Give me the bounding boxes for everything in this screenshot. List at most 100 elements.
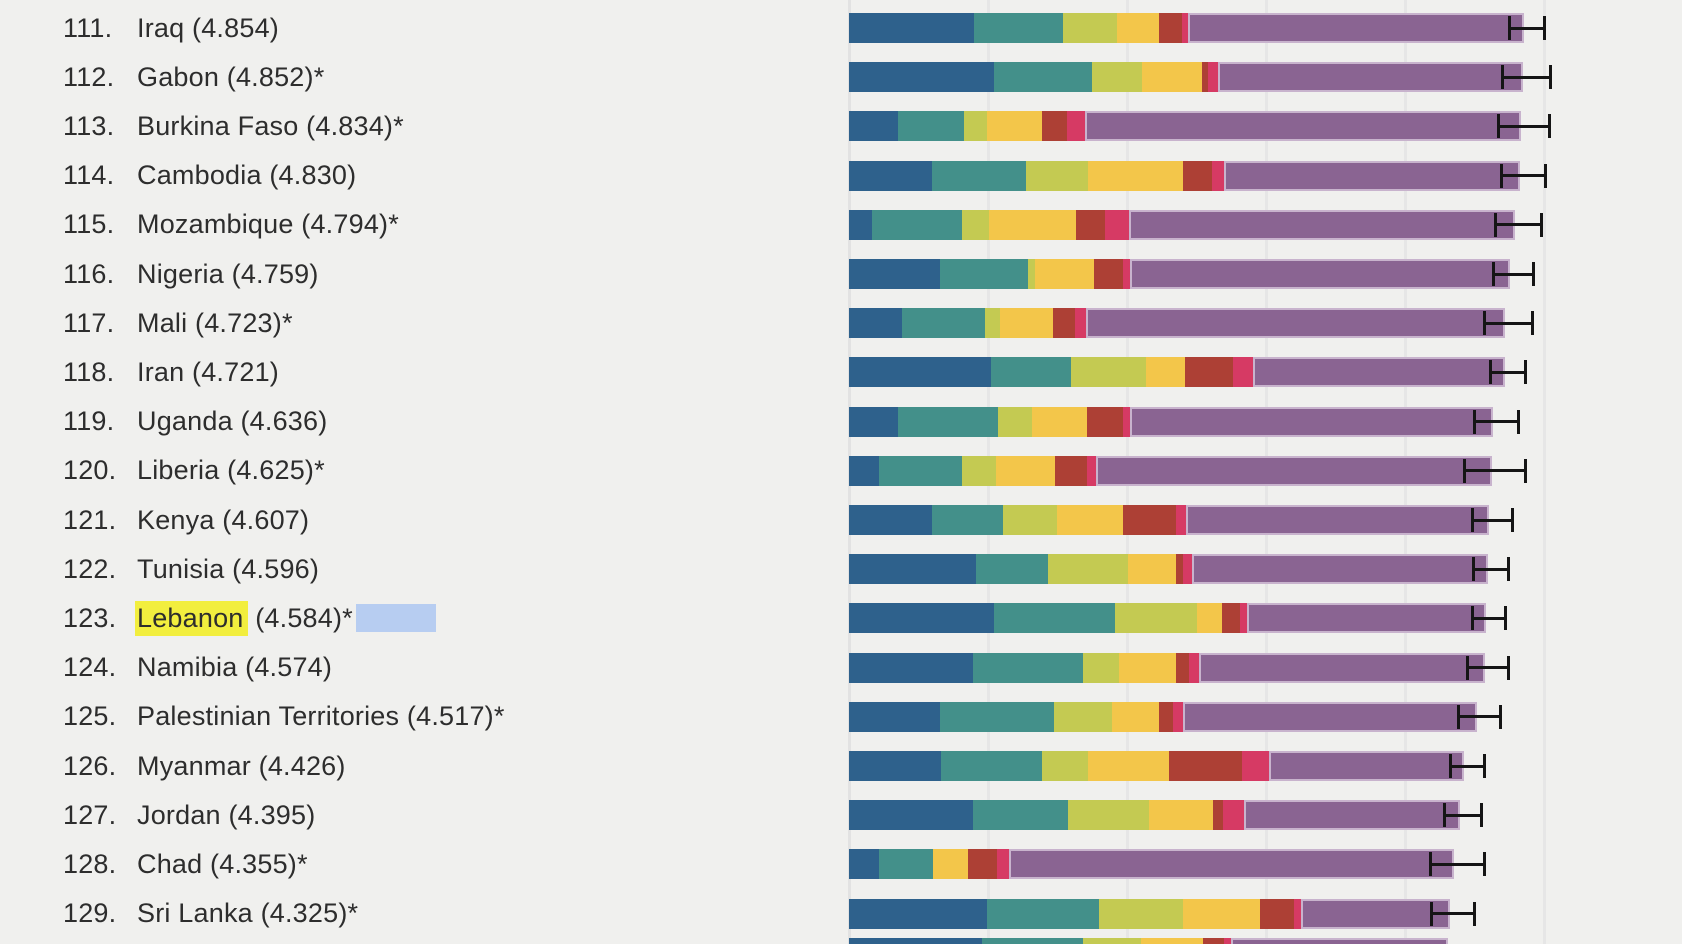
rank-label[interactable]: 127.: [63, 799, 117, 830]
bar-segment-olive-green: [1082, 652, 1120, 683]
bar-segment-navy-blue: [849, 849, 879, 880]
rank-label[interactable]: 126.: [63, 750, 117, 781]
country-name-text[interactable]: Mali (4.723)*: [137, 307, 293, 338]
rank-label[interactable]: 117.: [63, 307, 115, 338]
bar-segment-purple: [1268, 751, 1465, 781]
country-name-text[interactable]: Gabon (4.852)*: [137, 61, 325, 92]
rank-label[interactable]: 122.: [63, 553, 117, 584]
rank-label[interactable]: 121.: [63, 504, 117, 535]
country-name-text[interactable]: Nigeria (4.759): [137, 258, 319, 289]
country-name-text[interactable]: Sri Lanka (4.325)*: [137, 898, 359, 929]
rank-label[interactable]: 111.: [63, 12, 113, 43]
bar-segment-brick-red: [1042, 111, 1068, 142]
country-name-text[interactable]: Iraq (4.854): [137, 12, 279, 43]
country-name-text[interactable]: Burkina Faso (4.834)*: [137, 110, 404, 141]
rank-label[interactable]: 118.: [63, 356, 115, 387]
country-label[interactable]: 120. Liberia (4.625)*: [63, 455, 325, 486]
bar-segment-yellow: [1149, 800, 1214, 831]
country-label[interactable]: 122. Tunisia (4.596): [63, 554, 319, 584]
country-label[interactable]: 116. Nigeria (4.759): [63, 259, 319, 289]
country-name-text[interactable]: Tunisia (4.596): [137, 553, 320, 584]
bar-segment-purple: [1218, 62, 1524, 93]
bar-segment-yellow: [1119, 652, 1177, 683]
chart-row: 121. Kenya (4.607): [0, 505, 1682, 535]
bar-segment-navy-blue: [849, 357, 991, 388]
country-label[interactable]: 119. Uganda (4.636): [63, 406, 328, 437]
country-label[interactable]: 121. Kenya (4.607): [63, 505, 309, 535]
country-label[interactable]: 115. Mozambique (4.794)*: [63, 209, 399, 240]
rank-label[interactable]: 129.: [63, 898, 117, 929]
error-bar: [1466, 655, 1510, 680]
chart-row: 126. Myanmar (4.426): [0, 751, 1682, 781]
country-label[interactable]: 125. Palestinian Territories (4.517)*: [63, 701, 505, 732]
country-name-text[interactable]: Palestinian Territories (4.517)*: [137, 701, 505, 732]
bar-segment-brick-red: [1184, 357, 1233, 388]
rank-label[interactable]: 116.: [63, 258, 115, 289]
bar-segment-navy-blue: [849, 554, 977, 585]
rank-label[interactable]: 128.: [63, 848, 117, 879]
bar-segment-teal: [990, 357, 1071, 388]
bar-segment-yellow: [999, 308, 1053, 339]
error-bar: [1448, 754, 1486, 778]
bar-segment-teal: [932, 505, 1004, 535]
rank-label[interactable]: 114.: [63, 160, 115, 191]
country-label[interactable]: 111. Iraq (4.854): [63, 13, 279, 43]
rank-label[interactable]: 115.: [63, 209, 115, 240]
chart-row: 111. Iraq (4.854): [0, 13, 1682, 43]
highlighted-country-name[interactable]: Lebanon: [135, 600, 248, 636]
country-label[interactable]: 128. Chad (4.355)*: [63, 849, 308, 879]
text-selection-box[interactable]: [355, 604, 436, 633]
country-label[interactable]: 127. Jordan (4.395): [63, 800, 315, 830]
country-name-text[interactable]: Cambodia (4.830): [137, 160, 357, 191]
country-name-text[interactable]: Uganda (4.636): [137, 406, 328, 437]
stacked-bar: [849, 209, 1516, 240]
country-name-text[interactable]: (4.584)*: [247, 602, 353, 633]
country-label[interactable]: 118. Iran (4.721): [63, 357, 279, 387]
rank-label[interactable]: 119.: [63, 406, 115, 437]
bar-segment-olive-green: [1054, 701, 1112, 732]
rank-label[interactable]: 124.: [63, 652, 117, 683]
bar-segment-navy-blue: [849, 938, 983, 944]
rank-label[interactable]: 113.: [63, 110, 115, 141]
country-label[interactable]: 124. Namibia (4.574): [63, 652, 333, 683]
bar-segment-yellow: [933, 849, 968, 880]
country-name-text[interactable]: Kenya (4.607): [137, 504, 310, 535]
country-label[interactable]: 126. Myanmar (4.426): [63, 751, 346, 781]
country-name-text[interactable]: Liberia (4.625)*: [137, 455, 325, 486]
stacked-bar: [849, 308, 1506, 339]
bar-segment-purple: [1095, 455, 1492, 486]
error-bar: [1507, 16, 1546, 40]
bar-segment-teal: [986, 898, 1100, 929]
country-label[interactable]: 123. Lebanon (4.584)*: [63, 600, 436, 636]
bar-segment-magenta: [1224, 938, 1232, 944]
bar-segment-navy-blue: [849, 800, 973, 831]
bar-segment-olive-green: [1082, 938, 1141, 944]
country-label[interactable]: 129. Sri Lanka (4.325)*: [63, 898, 359, 929]
country-name-text[interactable]: Chad (4.355)*: [137, 848, 308, 879]
rank-label[interactable]: 112.: [63, 61, 115, 92]
bar-segment-yellow: [1032, 406, 1088, 437]
rank-label[interactable]: 123.: [63, 602, 117, 633]
bar-segment-brick-red: [1123, 505, 1176, 535]
rank-label[interactable]: 125.: [63, 701, 117, 732]
country-name-text[interactable]: Iran (4.721): [137, 356, 279, 387]
country-label[interactable]: 114. Cambodia (4.830): [63, 160, 357, 191]
country-label[interactable]: 112. Gabon (4.852)*: [63, 62, 324, 92]
chart-row: 119. Uganda (4.636): [0, 406, 1682, 437]
stacked-bar: [849, 898, 1451, 929]
country-name-text[interactable]: Namibia (4.574): [137, 652, 333, 683]
stacked-bar: [849, 111, 1521, 142]
country-name-text[interactable]: Mozambique (4.794)*: [137, 209, 399, 240]
stacked-bar: [849, 938, 1449, 944]
bar-segment-purple: [1130, 406, 1494, 437]
error-bar: [1470, 508, 1515, 532]
bar-segment-magenta: [1123, 259, 1130, 289]
bar-segment-yellow: [1142, 62, 1203, 93]
rank-label[interactable]: 120.: [63, 455, 117, 486]
bar-segment-magenta: [1067, 111, 1085, 142]
country-name-text[interactable]: Jordan (4.395): [137, 799, 316, 830]
country-label[interactable]: 113. Burkina Faso (4.834)*: [63, 111, 404, 141]
bar-segment-teal: [982, 938, 1083, 944]
country-label[interactable]: 117. Mali (4.723)*: [63, 308, 293, 338]
country-name-text[interactable]: Myanmar (4.426): [137, 750, 346, 781]
